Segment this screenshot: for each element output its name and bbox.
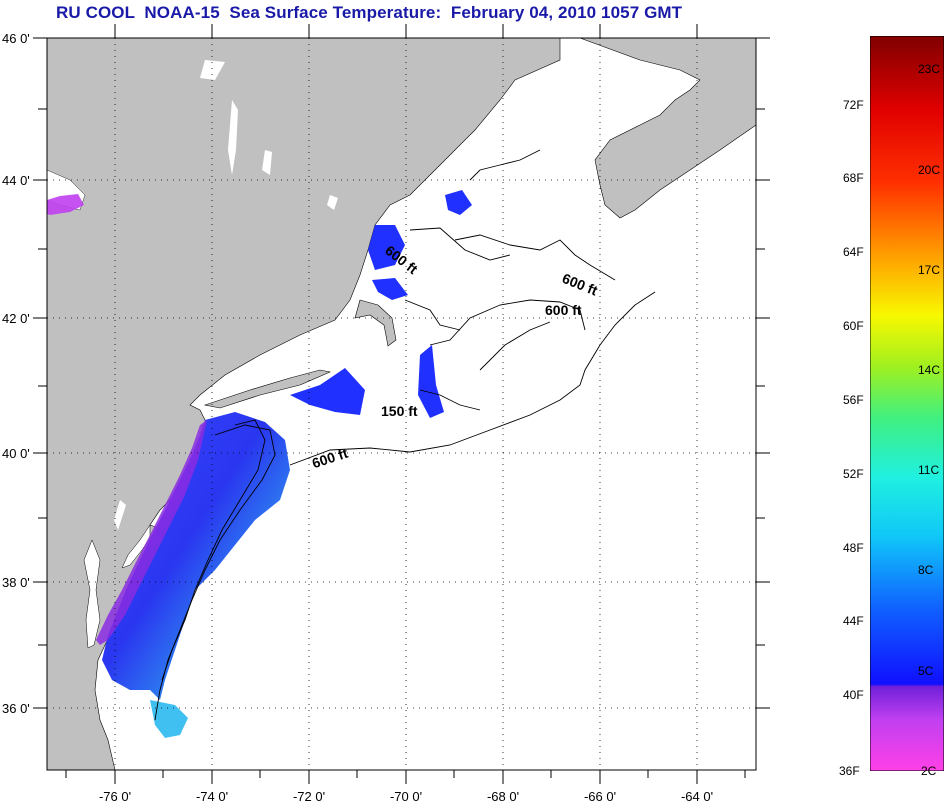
sst-georges xyxy=(418,345,444,418)
inland-lake-1 xyxy=(200,60,225,80)
colorbar xyxy=(870,36,944,771)
colorbar-label-2c: 2C xyxy=(921,764,937,778)
inland-lake-3 xyxy=(327,195,338,210)
sst-gulf-of-maine xyxy=(368,225,405,270)
sst-ny-bight xyxy=(290,368,365,415)
colorbar-label-52f: 52F xyxy=(843,467,864,481)
lon-label-66: -66 0' xyxy=(583,789,617,804)
colorbar-label-44f: 44F xyxy=(843,614,864,628)
map-title: RU COOL NOAA-15 Sea Surface Temperature:… xyxy=(56,3,683,22)
lat-label-46: 46 0' xyxy=(2,31,30,46)
lon-label-72: -72 0' xyxy=(292,789,326,804)
bathymetry-contours xyxy=(154,149,656,721)
colorbar-label-8c: 8C xyxy=(918,563,934,577)
cape-cod xyxy=(354,299,397,347)
colorbar-label-20c: 20C xyxy=(918,163,941,177)
colorbar-label-36f: 36F xyxy=(839,764,860,778)
lat-label-38: 38 0' xyxy=(2,575,30,590)
lake-champlain xyxy=(228,100,238,175)
lon-label-68: -68 0' xyxy=(486,789,520,804)
colorbar-label-23c: 23C xyxy=(918,62,941,76)
colorbar-label-72f: 72F xyxy=(843,98,864,112)
lon-label-74: -74 0' xyxy=(195,789,229,804)
inland-lake-4 xyxy=(114,500,126,530)
map-frame xyxy=(46,37,757,771)
gridlines xyxy=(47,38,756,770)
lat-label-36: 36 0' xyxy=(2,701,30,716)
sst-lake-warm xyxy=(47,194,84,215)
sst-coastal-violet xyxy=(96,420,207,645)
chesapeake-bay xyxy=(83,539,101,649)
colorbar-label-5c: 5C xyxy=(918,664,934,678)
colorbar-label-60f: 60F xyxy=(843,319,864,333)
colorbar-label-56f: 56F xyxy=(843,393,864,407)
colorbar-label-14c: 14C xyxy=(918,363,941,377)
lat-label-40: 40 0' xyxy=(2,446,30,461)
colorbar-label-17c: 17C xyxy=(918,263,941,277)
colorbar-label-11c: 11C xyxy=(918,463,940,477)
sst-cape-hatteras xyxy=(150,700,188,738)
colorbar-label-68f: 68F xyxy=(843,171,864,185)
long-island xyxy=(203,369,331,409)
contour-label-150ft: 150 ft xyxy=(381,403,418,419)
land-mainland xyxy=(47,38,561,770)
tick-marks xyxy=(33,24,770,784)
lat-label-44: 44 0' xyxy=(2,173,30,188)
nova-scotia xyxy=(579,38,756,219)
lon-label-70: -70 0' xyxy=(389,789,423,804)
sst-bay-of-fundy xyxy=(445,190,472,215)
sst-gulf-of-maine-2 xyxy=(372,278,408,300)
colorbar-label-64f: 64F xyxy=(843,245,864,259)
lon-label-76: -76 0' xyxy=(98,789,132,804)
contour-label-600ft-georges: 600 ft xyxy=(545,302,582,318)
colorbar-label-40f: 40F xyxy=(843,688,864,702)
lat-label-42: 42 0' xyxy=(2,311,30,326)
lon-label-64: -64 0' xyxy=(680,789,714,804)
inland-lake-2 xyxy=(262,150,272,175)
colorbar-label-48f: 48F xyxy=(843,541,864,555)
sst-shelf-water xyxy=(102,412,290,700)
